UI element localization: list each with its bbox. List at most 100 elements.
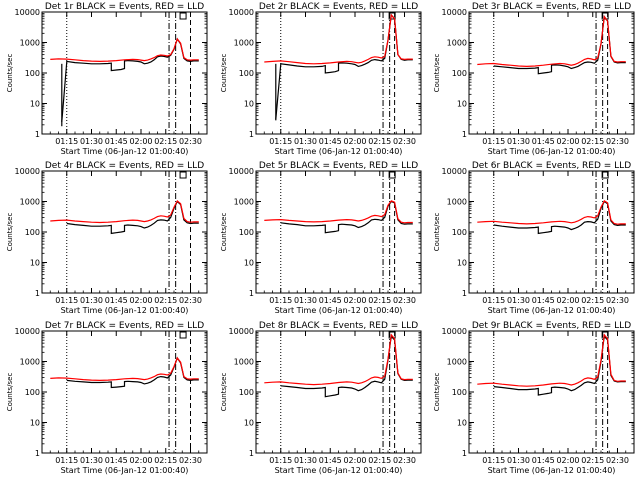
events-series-line — [493, 200, 626, 235]
chart-title: Det 6r BLACK = Events, RED = LLD — [472, 161, 631, 171]
x-tick-label: 01:45 — [532, 456, 555, 465]
events-series-line — [66, 200, 199, 235]
x-axis-label: Start Time (06-Jan-12 01:00:40) — [275, 147, 403, 156]
y-axis-label: Counts/sec — [6, 54, 14, 93]
chart-panel: Det 2r BLACK = Events, RED = LLD 1 10 100 10… — [220, 2, 422, 156]
y-tick-label: 10 — [244, 259, 254, 268]
events-series-line — [61, 37, 199, 122]
x-tick-label: 01:15 — [269, 296, 292, 305]
x-tick-label: 01:30 — [80, 296, 103, 305]
chart-title: Det 2r BLACK = Events, RED = LLD — [259, 2, 418, 12]
x-tick-label: 01:15 — [269, 456, 292, 465]
y-tick-label: 10 — [244, 100, 254, 109]
lld-series-line — [264, 333, 413, 386]
y-axis-label: Counts/sec — [220, 54, 228, 93]
chart-panel: Det 8r BLACK = Events, RED = LLD 1 10 100 10… — [220, 321, 422, 475]
lld-series-line — [264, 13, 413, 65]
y-tick-label: 1000 — [20, 39, 40, 48]
y-tick-label: 10 — [457, 419, 467, 428]
y-tick-label: 100 — [452, 388, 467, 397]
peak-box-marker — [388, 171, 396, 179]
x-tick-label: 01:30 — [80, 456, 103, 465]
x-tick-label: 02:15 — [154, 137, 177, 146]
x-tick-label: 01:45 — [105, 296, 128, 305]
y-tick-label: 1 — [35, 130, 40, 139]
lld-series-line — [477, 200, 626, 225]
x-tick-label: 01:45 — [319, 296, 342, 305]
y-tick-label: 1000 — [447, 358, 467, 367]
y-tick-label: 100 — [239, 388, 254, 397]
chart-title: Det 3r BLACK = Events, RED = LLD — [472, 2, 631, 12]
peak-box-marker — [388, 12, 396, 20]
y-tick-label: 10 — [457, 100, 467, 109]
x-axis-label: Start Time (06-Jan-12 01:00:40) — [61, 306, 189, 315]
x-axis-label: Start Time (06-Jan-12 01:00:40) — [488, 306, 616, 315]
y-tick-label: 10 — [244, 419, 254, 428]
x-tick-label: 01:15 — [482, 296, 505, 305]
x-tick-label: 01:15 — [55, 456, 78, 465]
x-tick-label: 02:15 — [581, 137, 604, 146]
chart-panel: Det 1r BLACK = Events, RED = LLD 1 10 100 10… — [6, 2, 208, 156]
x-axis-label: Start Time (06-Jan-12 01:00:40) — [61, 466, 189, 475]
x-tick-label: 02:30 — [393, 296, 416, 305]
y-tick-label: 1000 — [447, 198, 467, 207]
y-tick-label: 10 — [457, 259, 467, 268]
x-tick-label: 01:15 — [55, 137, 78, 146]
chart-title: Det 5r BLACK = Events, RED = LLD — [259, 161, 418, 171]
y-tick-label: 1000 — [234, 39, 254, 48]
chart-title: Det 4r BLACK = Events, RED = LLD — [45, 161, 204, 171]
x-tick-label: 02:15 — [154, 456, 177, 465]
chart-panel: Det 3r BLACK = Events, RED = LLD 1 10 100 10… — [433, 2, 635, 156]
x-tick-label: 02:15 — [368, 137, 391, 146]
y-tick-label: 10000 — [442, 327, 467, 336]
x-tick-label: 01:30 — [507, 456, 530, 465]
y-tick-label: 1 — [462, 289, 467, 298]
y-tick-label: 1000 — [447, 39, 467, 48]
y-tick-label: 10 — [30, 419, 40, 428]
x-tick-label: 02:15 — [154, 296, 177, 305]
events-series-line — [493, 334, 626, 396]
events-series-line — [275, 13, 413, 120]
y-tick-label: 10000 — [442, 8, 467, 17]
y-axis-label: Counts/sec — [6, 373, 14, 412]
y-tick-label: 100 — [25, 69, 40, 78]
y-tick-label: 1 — [35, 449, 40, 458]
y-tick-label: 1 — [35, 289, 40, 298]
x-tick-label: 01:45 — [532, 296, 555, 305]
lld-series-line — [50, 37, 199, 63]
x-tick-label: 02:00 — [343, 296, 366, 305]
x-tick-label: 02:30 — [393, 137, 416, 146]
y-tick-label: 100 — [25, 228, 40, 237]
x-tick-label: 02:15 — [581, 456, 604, 465]
peak-box-marker — [179, 331, 187, 339]
y-tick-label: 1 — [249, 289, 254, 298]
x-axis-label: Start Time (06-Jan-12 01:00:40) — [488, 147, 616, 156]
x-tick-label: 02:00 — [556, 296, 579, 305]
y-tick-label: 10000 — [15, 8, 40, 17]
y-tick-label: 10000 — [229, 327, 254, 336]
peak-box-marker — [601, 171, 609, 179]
y-axis-label: Counts/sec — [433, 54, 441, 93]
y-tick-label: 1000 — [234, 358, 254, 367]
peak-box-marker — [388, 331, 396, 339]
y-tick-label: 100 — [239, 69, 254, 78]
peak-box-marker — [601, 12, 609, 20]
lld-series-line — [50, 199, 199, 224]
y-tick-label: 100 — [239, 228, 254, 237]
peak-box-marker — [179, 171, 187, 179]
y-tick-label: 1000 — [20, 198, 40, 207]
x-tick-label: 02:00 — [129, 456, 152, 465]
x-tick-label: 01:45 — [319, 456, 342, 465]
x-tick-label: 01:45 — [105, 456, 128, 465]
x-tick-label: 02:00 — [129, 296, 152, 305]
x-tick-label: 01:30 — [294, 456, 317, 465]
x-axis-label: Start Time (06-Jan-12 01:00:40) — [275, 466, 403, 475]
chart-panel: Det 4r BLACK = Events, RED = LLD 1 10 100 10… — [6, 161, 208, 315]
x-tick-label: 01:30 — [294, 137, 317, 146]
x-tick-label: 01:30 — [507, 296, 530, 305]
x-tick-label: 02:30 — [393, 456, 416, 465]
x-tick-label: 02:15 — [368, 296, 391, 305]
y-tick-label: 10000 — [15, 327, 40, 336]
y-axis-label: Counts/sec — [220, 373, 228, 412]
